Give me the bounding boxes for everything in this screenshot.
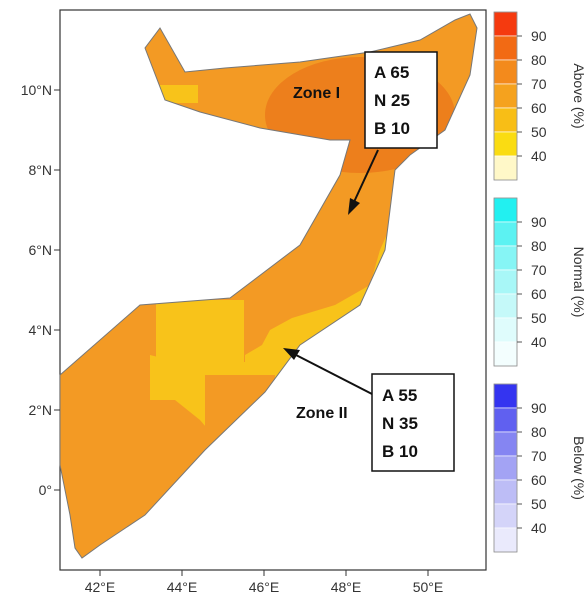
x-tick-label: 46°E xyxy=(249,579,280,595)
legend-tick-label: 90 xyxy=(531,28,547,44)
y-tick-label: 10°N xyxy=(21,82,52,98)
legend-swatch xyxy=(493,35,518,61)
legend-tick-label: 70 xyxy=(531,262,547,278)
zone-i-arrow-line xyxy=(353,149,379,203)
y-tick-label: 0° xyxy=(39,482,52,498)
legend-swatch xyxy=(493,293,518,319)
zone-ii-below-value: B 10 xyxy=(382,442,418,461)
y-tick-label: 4°N xyxy=(29,322,53,338)
zone-ii-normal-value: N 35 xyxy=(382,414,418,433)
x-axis: 42°E 44°E 46°E 48°E 50°E xyxy=(85,570,444,595)
legend-tick-label: 60 xyxy=(531,472,547,488)
legend-tick-label: 40 xyxy=(531,334,547,350)
legend-tick-label: 60 xyxy=(531,100,547,116)
legend-tick-label: 40 xyxy=(531,148,547,164)
legend-swatch xyxy=(493,317,518,343)
zone-ii-box: A 55 N 35 B 10 xyxy=(371,373,455,472)
zone-ii-inland-fill xyxy=(156,300,244,362)
zone-i-arrow xyxy=(348,149,379,215)
zone-ii-arrow-line xyxy=(295,354,373,395)
y-tick-label: 8°N xyxy=(29,162,53,178)
legend-swatch xyxy=(493,83,518,109)
zone-i-arrowhead xyxy=(348,198,360,215)
legend-tick-label: 70 xyxy=(531,76,547,92)
legend-title: Above (%) xyxy=(571,63,586,128)
legend-swatch xyxy=(493,11,518,37)
legend-swatch xyxy=(493,59,518,85)
zone-ii-arrow xyxy=(283,348,373,395)
legend-0: 90 80 70 60 50 40 Above (%) xyxy=(493,11,586,181)
legend-tick-label: 60 xyxy=(531,286,547,302)
legend-swatch xyxy=(493,383,518,409)
y-axis: 10°N 8°N 6°N 4°N 2°N 0° xyxy=(21,82,60,498)
zone-i-above-value: A 65 xyxy=(374,63,409,82)
legend-swatch xyxy=(493,245,518,271)
zone-i-normal-value: N 25 xyxy=(374,91,410,110)
zone-ii-above-value: A 55 xyxy=(382,386,417,405)
legend-tick-label: 90 xyxy=(531,214,547,230)
legend-tick-label: 40 xyxy=(531,520,547,536)
y-tick-label: 6°N xyxy=(29,242,53,258)
legend-swatch xyxy=(493,341,518,367)
legend-swatch xyxy=(493,503,518,529)
legend-tick-label: 50 xyxy=(531,124,547,140)
legend-swatch xyxy=(493,221,518,247)
x-tick-label: 50°E xyxy=(413,579,444,595)
zone-i-label: Zone I xyxy=(293,85,340,102)
legend-tick-label: 90 xyxy=(531,400,547,416)
legend-frame xyxy=(493,197,518,367)
zone-ii-arrowhead xyxy=(283,348,300,360)
legend-swatch xyxy=(493,155,518,181)
legend-title: Below (%) xyxy=(571,436,586,500)
legend-tick-label: 80 xyxy=(531,52,547,68)
legend-title: Normal (%) xyxy=(571,247,586,318)
northwest-coast-fill xyxy=(160,85,198,103)
legend-2: 90 80 70 60 50 40 Below (%) xyxy=(493,383,586,553)
legend-swatch xyxy=(493,131,518,157)
coastline-border xyxy=(59,13,478,559)
legend-swatch xyxy=(493,431,518,457)
legend-frame xyxy=(493,11,518,181)
zone-i-box-frame xyxy=(364,51,438,149)
legend-tick-label: 70 xyxy=(531,448,547,464)
legend-swatch xyxy=(493,455,518,481)
legend-swatch xyxy=(493,269,518,295)
zone-ii-label: Zone II xyxy=(296,405,348,422)
legend-tick-label: 80 xyxy=(531,238,547,254)
zone-i-below-value: B 10 xyxy=(374,119,410,138)
legend-swatch xyxy=(493,527,518,553)
probability-legends: 90 80 70 60 50 40 Above (%) 90 80 70 60 50 40 Normal … xyxy=(493,11,586,553)
x-tick-label: 48°E xyxy=(331,579,362,595)
zone-i-box: A 65 N 25 B 10 xyxy=(364,51,438,149)
legend-swatch xyxy=(493,197,518,223)
legend-frame xyxy=(493,383,518,553)
zone-ii-box-frame xyxy=(371,373,455,472)
legend-swatch xyxy=(493,479,518,505)
x-tick-label: 42°E xyxy=(85,579,116,595)
y-tick-label: 2°N xyxy=(29,402,53,418)
x-tick-label: 44°E xyxy=(167,579,198,595)
legend-tick-label: 50 xyxy=(531,496,547,512)
legend-tick-label: 80 xyxy=(531,424,547,440)
legend-swatch xyxy=(493,107,518,133)
legend-1: 90 80 70 60 50 40 Normal (%) xyxy=(493,197,586,367)
legend-swatch xyxy=(493,407,518,433)
legend-tick-label: 50 xyxy=(531,310,547,326)
